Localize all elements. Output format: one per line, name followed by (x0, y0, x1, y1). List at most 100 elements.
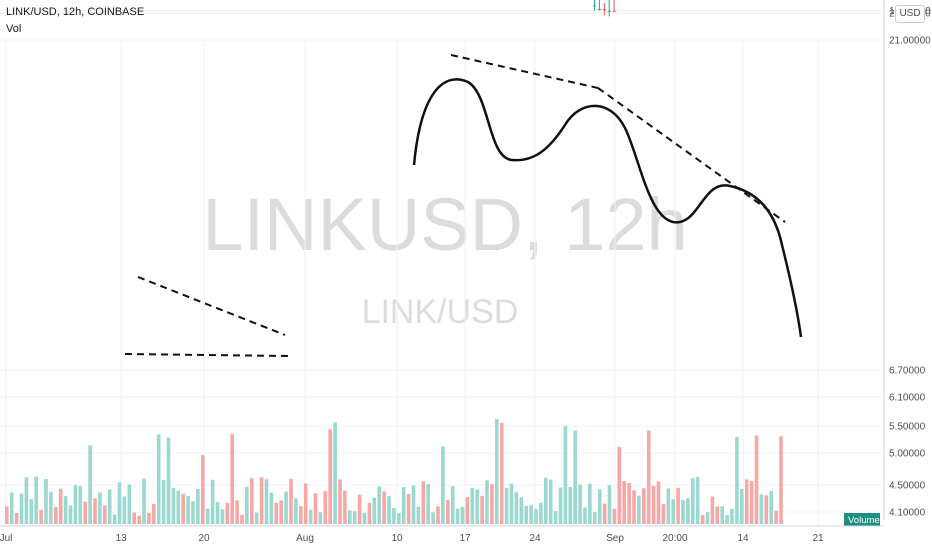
volume-bar (5, 506, 9, 524)
volume-bar (715, 506, 720, 524)
volume-bar (529, 504, 533, 524)
volume-tag[interactable]: Volume (844, 513, 880, 526)
volume-bar (259, 477, 264, 524)
volume-bar (367, 502, 372, 524)
volume-bar (362, 512, 367, 524)
volume-bar (205, 508, 210, 524)
volume-bar (485, 480, 489, 524)
volume-bar (289, 479, 293, 524)
volume-bar (563, 425, 568, 524)
volume-bar (651, 485, 656, 524)
volume-bar (161, 480, 166, 524)
volume-bar (98, 492, 102, 524)
volume-bar (499, 422, 504, 524)
volume-bar (666, 488, 671, 524)
volume-bar (269, 492, 274, 524)
volume-bar (735, 436, 739, 524)
candle-body (593, 5, 597, 7)
volume-bar (78, 486, 83, 524)
volume-bar (299, 506, 303, 524)
volume-bar (357, 494, 362, 524)
volume-bar (19, 493, 24, 524)
volume-bar (607, 485, 612, 524)
time-tick-label: 20:00 (662, 533, 687, 544)
volume-bar (504, 487, 509, 524)
volume-bar (705, 512, 710, 524)
volume-bar (39, 509, 43, 524)
volume-bar (744, 479, 749, 524)
volume-bar (720, 506, 724, 524)
candles (593, 0, 620, 17)
volume-bar (186, 495, 190, 524)
symbol-title: LINK/USD, 12h, COINBASE (6, 6, 145, 18)
volume-bar (313, 493, 318, 524)
volume-bar (441, 446, 445, 524)
volume-bar (406, 494, 411, 524)
volume-bar (411, 485, 416, 524)
time-tick-label: Sep (606, 533, 624, 544)
volume-bar (421, 481, 426, 524)
volume-bar (343, 490, 347, 524)
volume-bar (9, 492, 14, 524)
time-tick-label: Jul (0, 533, 12, 544)
volume-bar (578, 484, 582, 524)
volume-bar (470, 487, 475, 524)
volume-bar (112, 514, 117, 524)
volume-bar (117, 482, 122, 524)
volume-bar (426, 484, 430, 524)
time-tick-label: 13 (115, 533, 127, 544)
volume-bar (553, 511, 558, 524)
volume-bar (539, 502, 543, 524)
volume-bar (401, 487, 406, 524)
head-and-shoulders-curve (412, 78, 803, 338)
volume-bar (24, 477, 29, 524)
volume-indicator-label[interactable]: Vol (6, 23, 22, 35)
volume-bar (514, 492, 519, 524)
volume-bar (397, 513, 401, 524)
volume-bar (191, 501, 195, 524)
time-axis[interactable]: Jul 13 20 Aug 10 17 24 Sep 20:00 14 21 (0, 525, 884, 544)
wedge-lower-line (124, 353, 289, 357)
price-tick-label: 5.50000 (889, 422, 926, 433)
volume-bar (416, 506, 421, 524)
volume-bar (764, 495, 769, 524)
volume-bar (602, 503, 607, 524)
drawings: -6.51281 (-49.31%) -651281 (124, 54, 803, 357)
volume-bar (132, 512, 136, 524)
volume-bar (73, 485, 78, 524)
volume-bar (303, 483, 308, 524)
volume-bar (348, 510, 352, 524)
volume-bar (436, 506, 440, 524)
volume-bar (661, 504, 666, 524)
currency-button[interactable]: USD (895, 5, 925, 23)
top-trendline-1 (450, 54, 599, 89)
watermark-ticker: LINKUSD, 12h (202, 183, 687, 266)
volume-bar (49, 491, 53, 524)
volume-bar (103, 505, 107, 524)
volume-bar (245, 486, 249, 524)
candle-body (597, 9, 602, 11)
volume-bar (34, 476, 38, 524)
volume-bar (284, 491, 288, 524)
volume-bar (509, 483, 514, 524)
price-tick-label: 6.70000 (889, 366, 926, 377)
price-axis[interactable]: 22.0000021.0000019.0000017.0000015.00000… (844, 0, 932, 550)
volume-bar (377, 486, 381, 524)
volume-bar (646, 430, 651, 524)
volume-bar (382, 491, 386, 524)
volume-bar (176, 490, 181, 524)
volume-bar (44, 478, 48, 524)
volume-bar (323, 491, 328, 524)
volume-bar (446, 500, 450, 524)
volume-bar (137, 515, 141, 524)
volume-bar (759, 494, 764, 524)
volume-bar (695, 477, 700, 524)
volume-bar (769, 490, 773, 524)
price-tick-label: 4.50000 (889, 481, 926, 492)
volume-bar (68, 505, 73, 524)
volume-bar (63, 496, 68, 524)
volume-bar (122, 496, 127, 524)
volume-bar (637, 495, 641, 524)
